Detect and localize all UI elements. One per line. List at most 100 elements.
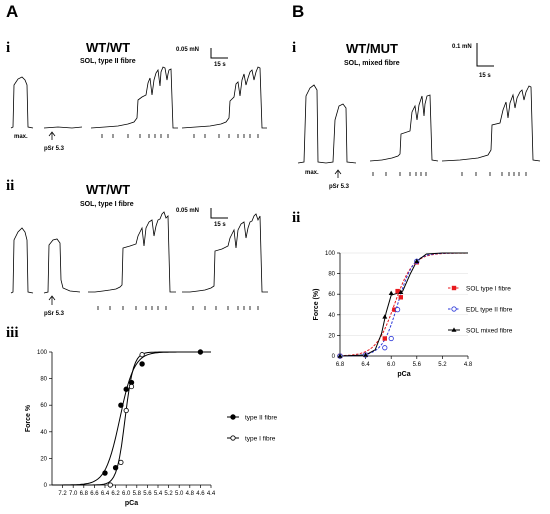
panel-a-i-trace-3 [181, 66, 267, 129]
panel-b-i-scale-time: 15 s [479, 73, 491, 79]
x-tick-label: 6.6 [90, 491, 99, 497]
subpanel-label-b-i: i [292, 40, 296, 56]
panel-a-ii-stim-marks [97, 306, 259, 310]
x-tick-label: 6.4 [361, 362, 370, 368]
fit-curve-0 [340, 252, 468, 357]
y-tick-label: 80 [328, 272, 335, 278]
data-point-1-2 [382, 345, 388, 351]
data-point-1-3 [388, 335, 394, 342]
x-tick-label: 6.8 [80, 491, 89, 497]
legend-marker [230, 414, 236, 420]
fit-curve-1 [340, 252, 468, 357]
panel-a-i-arrow-icon [48, 131, 56, 140]
x-tick-label: 5.8 [133, 491, 142, 497]
data-point-1-1 [118, 459, 124, 465]
panel-a-i-trace-2 [90, 66, 178, 129]
fit-curve-0 [52, 351, 211, 486]
x-tick-label: 6.0 [122, 491, 131, 497]
panel-letter-a: A [6, 2, 18, 21]
panel-a-i-max-trace [10, 76, 34, 129]
y-tick-label: 60 [328, 292, 335, 298]
panel-a-ii-trace-1 [43, 238, 81, 294]
panel-a-ii-arrow-icon [48, 295, 56, 305]
x-tick-label: 6.4 [101, 491, 110, 497]
data-point-0-4 [395, 288, 400, 294]
panel-b-i-arrow-label: pSr 5.3 [329, 184, 350, 190]
x-tick-label: 6.8 [336, 362, 345, 368]
legend-marker [451, 306, 457, 312]
x-tick-label: 7.2 [58, 491, 67, 497]
y-tick-label: 0 [332, 354, 336, 360]
data-point-0-5 [139, 361, 145, 367]
data-point-1-4 [394, 307, 401, 313]
legend-label: SOL type I fibre [466, 285, 511, 292]
y-axis-label: Force (%) [313, 289, 320, 321]
fit-curve-1 [52, 351, 211, 486]
y-tick-label: 0 [44, 483, 48, 489]
panel-a-ii-arrow-label: pSr 5.3 [44, 311, 65, 317]
y-tick-label: 100 [325, 251, 336, 257]
panel-a-i-max-label: max. [14, 134, 28, 140]
y-tick-label: 20 [40, 456, 47, 462]
data-point-0-6 [197, 349, 204, 355]
data-point-0-0 [102, 470, 108, 476]
y-tick-label: 40 [328, 313, 335, 319]
panel-b-i-stim-marks [372, 172, 527, 176]
panel-b-i-title: WT/MUT [346, 41, 398, 56]
panel-a-ii-subtitle: SOL, type I fibre [80, 201, 134, 208]
panel-a-ii-scale-force: 0.05 mN [176, 208, 199, 214]
legend-marker [230, 435, 236, 441]
panel-b-i-trace-2 [369, 94, 439, 162]
panel-a-i-stim-marks [101, 134, 259, 138]
legend-marker [451, 285, 457, 291]
data-point-0-2 [118, 402, 124, 408]
data-point-1-4 [139, 352, 145, 358]
panel-a-i-scale-force: 0.05 mN [176, 47, 199, 53]
data-point-2-5 [414, 258, 420, 264]
y-tick-label: 80 [40, 377, 47, 383]
legend-label: type I fibre [245, 435, 276, 442]
panel-b-i-trace-1 [297, 84, 357, 164]
panel-a-ii-trace-3 [182, 213, 268, 293]
x-tick-label: 6.2 [111, 491, 120, 497]
subpanel-label-b-ii: ii [292, 210, 300, 226]
subpanel-label-a-i: i [6, 40, 10, 56]
chart-b-ii: 6.8 6.4 6.0 5.6 5.2 4.8 0 20 40 60 80 100 pCa Force (… [313, 251, 513, 378]
panel-letter-b: B [292, 2, 304, 21]
data-point-0-3 [123, 386, 129, 392]
panel-a-i-title: WT/WT [86, 40, 130, 55]
panel-a-ii-scale-bar [210, 208, 228, 219]
x-axis-label: pCa [125, 500, 138, 507]
x-tick-label: 7.0 [69, 491, 78, 497]
data-point-2-2 [382, 314, 388, 319]
panel-b-i-scale-bar [476, 43, 494, 67]
x-tick-label: 4.8 [186, 491, 195, 497]
legend-label: SOL mixed fibre [466, 327, 513, 334]
panel-b-i-subtitle: SOL, mixed fibre [344, 60, 400, 67]
panel-a-ii-title: WT/WT [86, 182, 130, 197]
x-tick-label: 4.6 [196, 491, 205, 497]
subpanel-label-a-ii: ii [6, 178, 14, 194]
legend-label: type II fibre [245, 414, 278, 421]
data-point-2-3 [388, 290, 394, 295]
panel-b-i-arrow-icon [334, 169, 342, 178]
x-tick-label: 5.4 [154, 491, 163, 497]
panel-b-i-trace-3 [441, 85, 541, 162]
x-tick-label: 5.0 [175, 491, 184, 497]
x-tick-label: 5.6 [413, 362, 422, 368]
chart-a-iii: 7.2 7.0 6.8 6.6 6.4 6.2 6.0 5.8 5.6 5.4 5.2 5.0 4.8 4… [25, 349, 278, 507]
data-point-1-3 [128, 383, 135, 390]
panel-b-i-max-label: max. [305, 170, 319, 176]
panel-a-i-trace-1 [43, 126, 83, 129]
panel-a-ii-trace-2 [88, 211, 176, 293]
x-tick-label: 4.8 [464, 362, 473, 368]
fit-curve-2 [339, 252, 468, 357]
x-tick-label: 5.6 [143, 491, 152, 497]
data-point-2-4 [398, 289, 404, 294]
data-point-0-3 [392, 307, 397, 312]
x-tick-label: 4.4 [207, 491, 216, 497]
panel-a-i-subtitle: SOL, type II fibre [80, 58, 136, 65]
y-tick-label: 60 [40, 403, 47, 409]
data-point-0-2 [382, 336, 387, 341]
